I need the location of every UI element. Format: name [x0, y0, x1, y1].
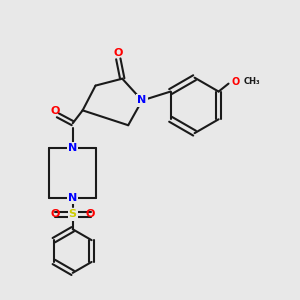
Text: O: O: [86, 209, 95, 219]
Text: N: N: [68, 193, 77, 202]
Text: S: S: [69, 209, 77, 219]
Text: N: N: [68, 143, 77, 153]
Text: O: O: [114, 48, 123, 58]
Text: O: O: [231, 76, 240, 87]
Text: O: O: [50, 106, 60, 116]
Text: O: O: [50, 209, 60, 219]
Text: N: N: [137, 95, 147, 106]
Text: CH₃: CH₃: [244, 77, 261, 86]
